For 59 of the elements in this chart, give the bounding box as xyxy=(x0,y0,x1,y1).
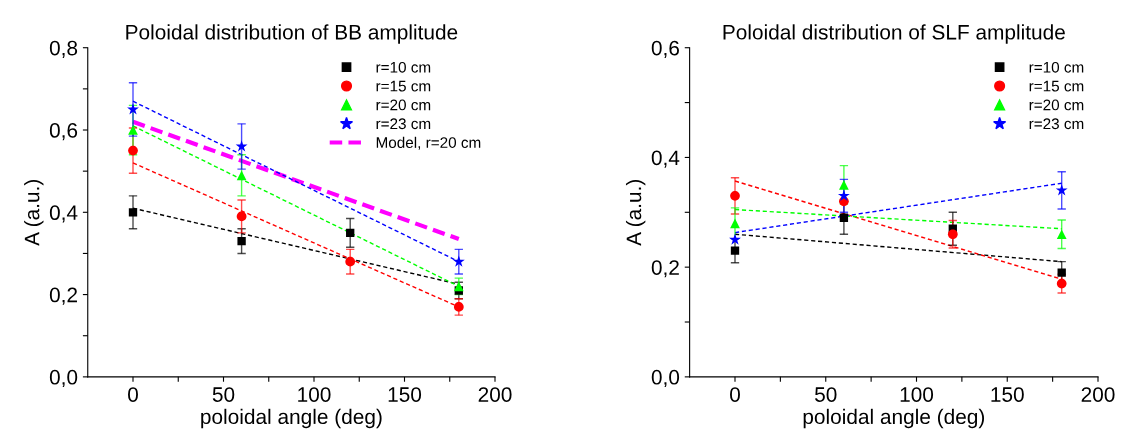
point xyxy=(236,170,247,181)
chart-title: Poloidal distribution of SLF amplitude xyxy=(723,24,1065,44)
legend-label: r=15 cm xyxy=(1029,80,1084,92)
legend-label: r=20 cm xyxy=(376,99,431,111)
x-tick-label: 100 xyxy=(298,387,331,402)
y-tick-label: 0,4 xyxy=(49,205,78,223)
point xyxy=(730,190,740,201)
y-tick-label: 0,6 xyxy=(49,123,78,141)
y-tick-label: 0,2 xyxy=(49,287,77,305)
x-tick-label: 150 xyxy=(991,387,1024,402)
point xyxy=(453,302,464,312)
point xyxy=(837,189,850,201)
x-tick-label: 50 xyxy=(212,387,235,402)
legend-label: Model, r=20 cm xyxy=(376,136,481,150)
legend-label: r=15 cm xyxy=(376,80,431,92)
point xyxy=(947,229,958,240)
point xyxy=(839,213,849,222)
y-axis-title: A (a.u.) xyxy=(625,180,646,246)
legend-label: r=23 cm xyxy=(376,118,431,130)
x-tick-label: 50 xyxy=(815,387,837,402)
legend-label: r=20 cm xyxy=(1029,99,1084,111)
point xyxy=(452,255,465,267)
point xyxy=(729,233,741,245)
legend-label: r=10 cm xyxy=(1029,61,1084,73)
point xyxy=(127,103,139,115)
point xyxy=(730,246,740,255)
point xyxy=(839,180,849,190)
point xyxy=(236,211,247,222)
x-tick-label: 0 xyxy=(730,387,740,402)
point xyxy=(730,218,740,229)
x-tick-label: 200 xyxy=(478,387,512,402)
x-tick-label: 200 xyxy=(1081,387,1115,402)
y-tick-label: 0,4 xyxy=(651,150,680,168)
point xyxy=(345,256,356,267)
point xyxy=(346,228,355,238)
point xyxy=(1056,278,1067,289)
point xyxy=(128,125,138,135)
y-tick-label: 0,8 xyxy=(49,40,78,58)
point xyxy=(1057,268,1066,277)
point xyxy=(235,140,248,152)
x-tick-label: 100 xyxy=(900,387,934,402)
legend-label: r=23 cm xyxy=(1029,118,1084,130)
point xyxy=(128,208,138,217)
y-tick-label: 0,0 xyxy=(651,369,680,388)
chart-title: Poloidal distribution of BB amplitude xyxy=(126,24,458,44)
point xyxy=(1056,229,1067,240)
x-tick-label: 150 xyxy=(388,387,422,402)
x-axis-title: poloidal angle (deg) xyxy=(201,408,382,429)
point xyxy=(237,236,246,246)
point xyxy=(1055,184,1068,196)
point xyxy=(453,281,464,292)
x-tick-label: 0 xyxy=(128,387,138,402)
y-tick-label: 0,6 xyxy=(651,40,679,58)
y-tick-label: 0,2 xyxy=(651,260,679,278)
x-axis-title: poloidal angle (deg) xyxy=(803,408,985,429)
legend-label: r=10 cm xyxy=(376,61,431,73)
y-tick-label: 0,0 xyxy=(49,369,78,388)
point xyxy=(128,145,138,156)
y-axis-title: A (a.u.) xyxy=(24,180,44,246)
